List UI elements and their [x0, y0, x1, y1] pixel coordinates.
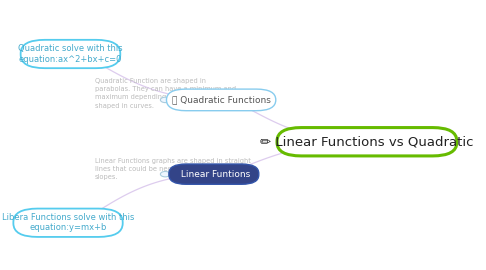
FancyBboxPatch shape	[166, 89, 276, 111]
Text: Linear Functions graphs are shaped in straight
lines that could be negative and : Linear Functions graphs are shaped in st…	[95, 157, 251, 180]
Text: ⊞: ⊞	[179, 168, 185, 174]
Text: ✏ Linear Functions vs Quadratic: ✏ Linear Functions vs Quadratic	[260, 135, 474, 148]
Text: 🖊 Quadratic Functions: 🖊 Quadratic Functions	[172, 95, 271, 104]
Text: Linear Funtions: Linear Funtions	[178, 170, 250, 179]
Circle shape	[160, 171, 170, 177]
Text: Quadratic solve with this
equation:ax^2+bx+c=0: Quadratic solve with this equation:ax^2+…	[18, 44, 123, 64]
FancyBboxPatch shape	[20, 40, 120, 68]
FancyBboxPatch shape	[14, 208, 122, 237]
FancyBboxPatch shape	[169, 164, 259, 184]
Text: Quadratic Function are shaped in
parabolas. They can have a minimum and
maximum : Quadratic Function are shaped in parabol…	[95, 78, 238, 109]
Circle shape	[160, 97, 170, 103]
Text: Libera Functions solve with this
equation:y=mx+b: Libera Functions solve with this equatio…	[2, 213, 134, 232]
FancyBboxPatch shape	[277, 128, 457, 156]
